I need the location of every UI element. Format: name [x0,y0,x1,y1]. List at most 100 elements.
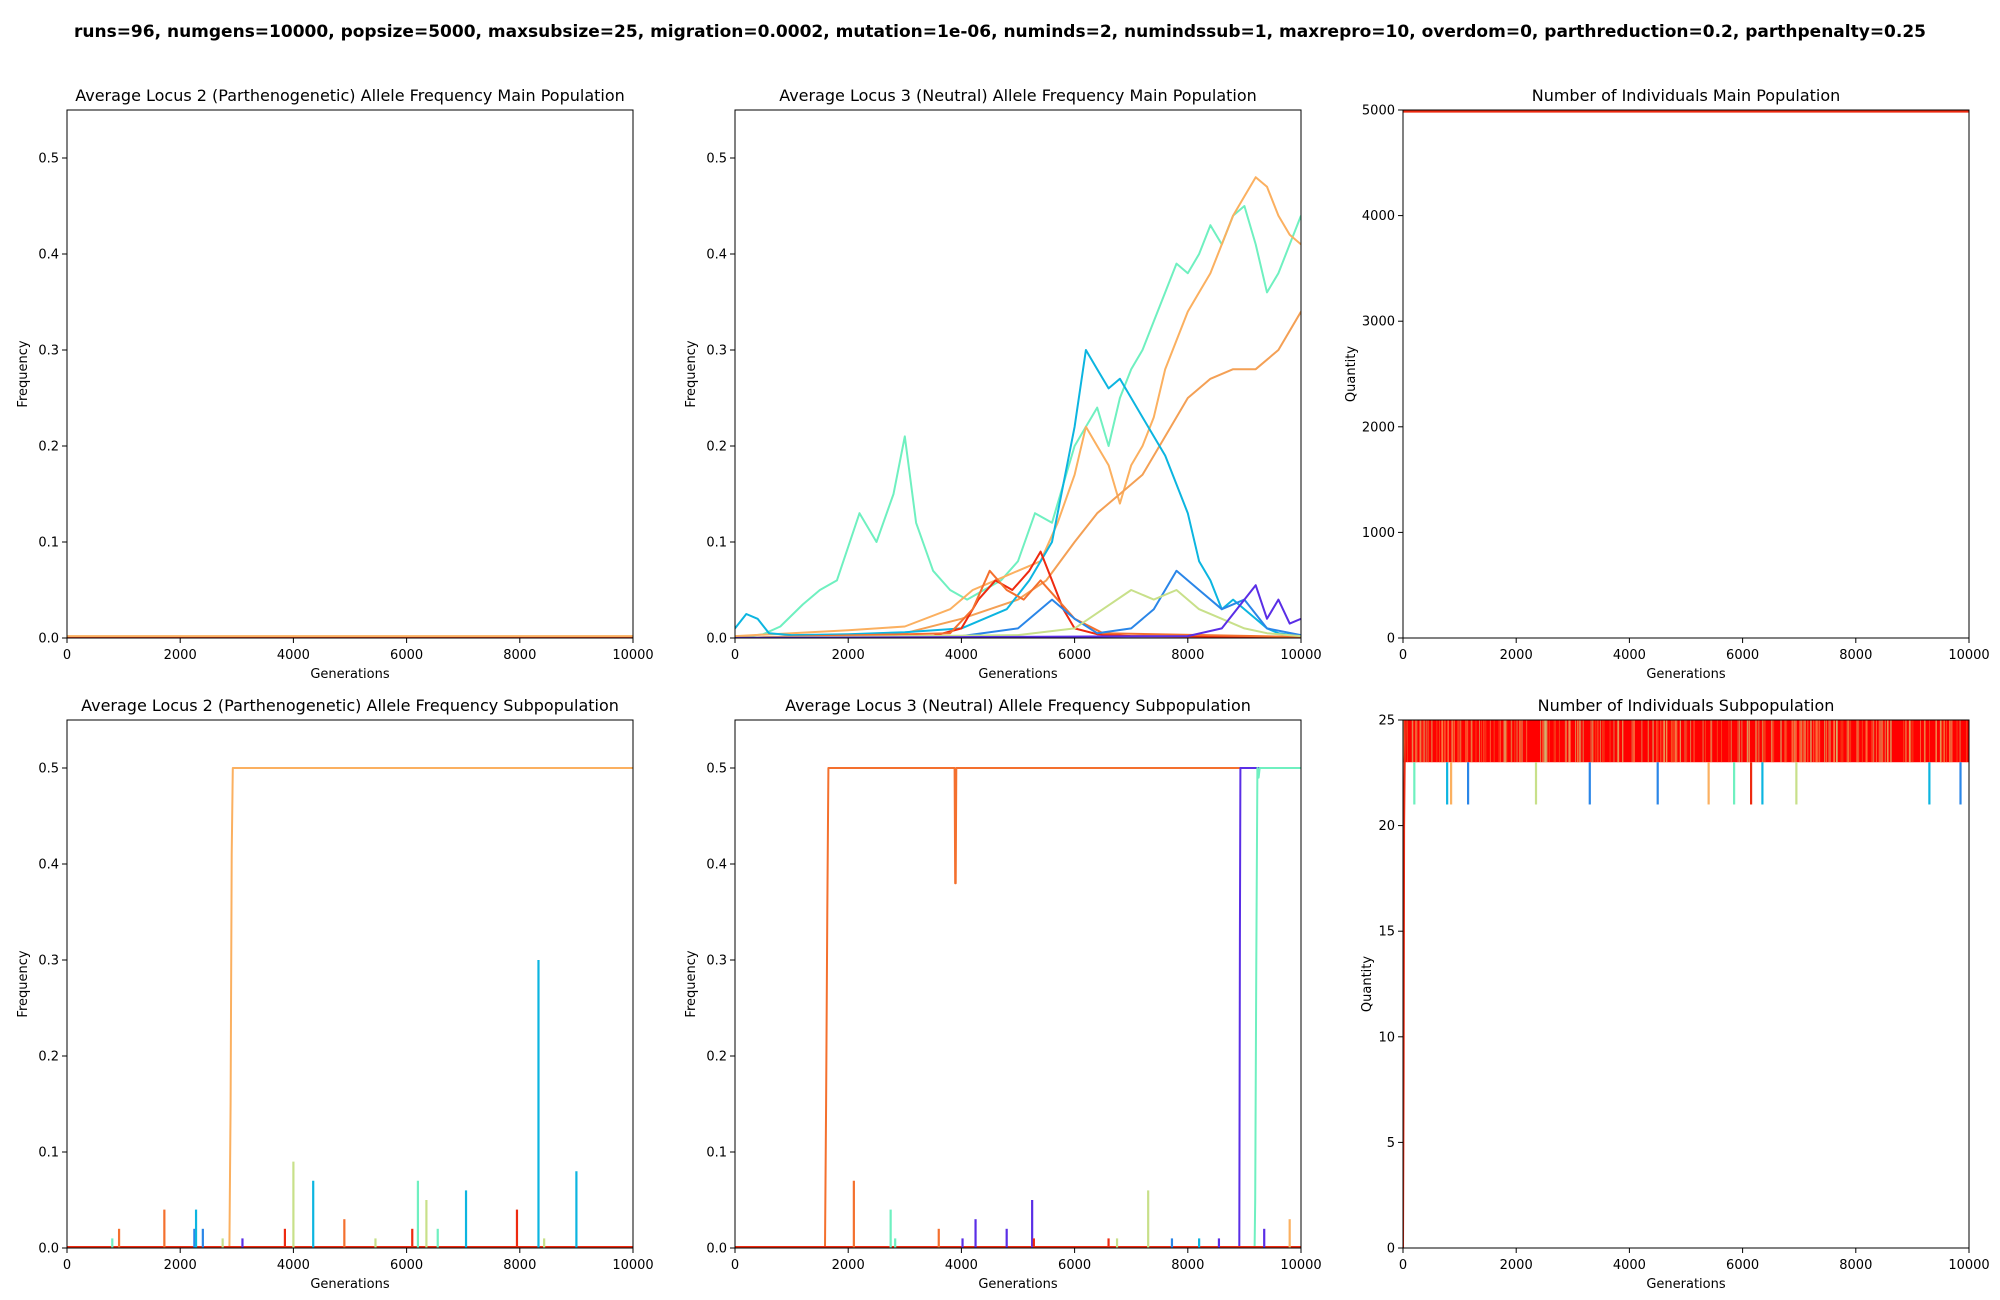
series-line-0 [1403,720,1408,1248]
x-tick-label: 2000 [1500,1258,1533,1273]
x-tick-label: 2000 [832,1258,865,1273]
y-tick-label: 0.0 [706,632,727,647]
series-line-1 [735,767,1301,1248]
plot-area [67,767,633,1248]
x-tick-label: 4000 [945,648,978,663]
y-tick-label: 20 [1378,819,1395,834]
chart-title: Average Locus 2 (Parthenogenetic) Allele… [81,696,619,715]
y-tick-label: 0.5 [38,152,59,167]
chart-title: Average Locus 3 (Neutral) Allele Frequen… [785,696,1251,715]
axes-frame [1402,109,1970,639]
x-tick-label: 8000 [1839,648,1872,663]
x-tick-label: 0 [1399,1258,1407,1273]
series-line-3 [735,349,1301,638]
x-tick-label: 10000 [612,1258,653,1273]
y-tick-label: 0.1 [706,536,727,551]
y-tick-label: 0.0 [38,1242,59,1257]
y-tick-label: 2000 [1362,420,1395,435]
x-tick-label: 6000 [1058,1258,1091,1273]
y-tick-label: 0.1 [38,1146,59,1161]
x-tick-label: 8000 [1839,1258,1872,1273]
plot-area [735,176,1301,638]
x-tick-label: 2000 [164,1258,197,1273]
x-tick-label: 0 [731,1258,739,1273]
y-tick-label: 5000 [1362,104,1395,119]
y-tick-label: 10 [1378,1030,1395,1045]
chart-title: Average Locus 2 (Parthenogenetic) Allele… [75,86,625,105]
x-tick-label: 10000 [1280,1258,1321,1273]
series-line-7 [735,589,1301,638]
y-axis-label: Frequency [684,950,699,1017]
plot-area [1403,720,1969,1248]
series-line-0 [735,205,1301,638]
y-tick-label: 0.4 [706,248,727,263]
y-tick-label: 0.1 [706,1146,727,1161]
y-axis-label: Quantity [1344,346,1359,402]
panel-sub-individuals: 0 2000 4000 6000 8000 10000 0 5 10 15 20 25 Number o… [1360,696,1990,1292]
x-tick-label: 8000 [503,648,536,663]
y-tick-label: 4000 [1362,209,1395,224]
plot-area [67,635,633,638]
panel-main-locus2-frequency: 0 2000 4000 6000 8000 10000 0.0 0.1 0.2 0.3 0.4 0.5… [16,86,654,682]
x-tick-label: 6000 [390,648,423,663]
chart-title: Average Locus 3 (Neutral) Allele Frequen… [779,86,1257,105]
y-tick-label: 0.0 [38,632,59,647]
y-tick-label: 0.3 [38,344,59,359]
x-tick-label: 0 [63,1258,71,1273]
x-tick-label: 10000 [612,648,653,663]
y-tick-label: 0.5 [706,152,727,167]
axes-frame [66,109,634,639]
y-tick-label: 0.0 [706,1242,727,1257]
x-axis-label: Generations [1646,667,1726,682]
panel-main-individuals: 0 2000 4000 6000 8000 10000 0 1000 2000 3000 4000 5… [1344,86,1990,682]
y-tick-label: 0.2 [706,1050,727,1065]
y-tick-label: 15 [1378,925,1395,940]
y-axis-label: Frequency [16,340,31,407]
x-tick-label: 4000 [1613,1258,1646,1273]
y-tick-label: 0.1 [38,536,59,551]
series-line-8 [735,584,1301,638]
y-axis-label: Frequency [684,340,699,407]
y-axis-label: Frequency [16,950,31,1017]
x-tick-label: 10000 [1948,648,1989,663]
x-tick-label: 0 [731,648,739,663]
y-tick-label: 0.5 [38,762,59,777]
y-tick-label: 0.4 [38,858,59,873]
x-tick-label: 6000 [1058,648,1091,663]
panel-main-locus3-frequency: 0 2000 4000 6000 8000 10000 0.0 0.1 0.2 0.3 0.4 0.5… [684,86,1322,682]
x-axis-label: Generations [978,667,1058,682]
series-line-0 [67,767,633,1248]
x-axis-label: Generations [1646,1277,1726,1292]
y-tick-label: 1000 [1362,526,1395,541]
x-tick-label: 10000 [1948,1258,1989,1273]
y-tick-label: 0.3 [706,954,727,969]
axes-frame [734,719,1302,1249]
x-tick-label: 2000 [164,648,197,663]
plot-area [735,767,1301,1248]
y-tick-label: 0.2 [706,440,727,455]
x-tick-label: 4000 [277,648,310,663]
x-axis-label: Generations [310,667,390,682]
panel-sub-locus2-frequency: 0 2000 4000 6000 8000 10000 0.0 0.1 0.2 0.3 0.4 0.5… [16,696,654,1292]
y-tick-label: 0.4 [706,858,727,873]
series-line-0 [735,767,1301,1248]
series-line-1 [735,176,1301,638]
figure-title: runs=96, numgens=10000, popsize=5000, ma… [73,22,1927,42]
x-tick-label: 4000 [1613,648,1646,663]
x-tick-label: 2000 [1500,648,1533,663]
x-tick-label: 4000 [945,1258,978,1273]
y-tick-label: 3000 [1362,315,1395,330]
axes-frame [734,109,1302,639]
x-axis-label: Generations [310,1277,390,1292]
y-tick-label: 0 [1387,1242,1395,1257]
series-line-6 [735,569,1301,638]
x-tick-label: 2000 [832,648,865,663]
x-tick-label: 10000 [1280,648,1321,663]
x-tick-label: 6000 [1726,1258,1759,1273]
y-tick-label: 0.2 [38,1050,59,1065]
y-tick-label: 0.3 [706,344,727,359]
series-line-2 [735,767,1301,1248]
panel-sub-locus3-frequency: 0 2000 4000 6000 8000 10000 0.0 0.1 0.2 0.3 0.4 0.5… [684,696,1322,1292]
axes-frame [1402,719,1970,1249]
